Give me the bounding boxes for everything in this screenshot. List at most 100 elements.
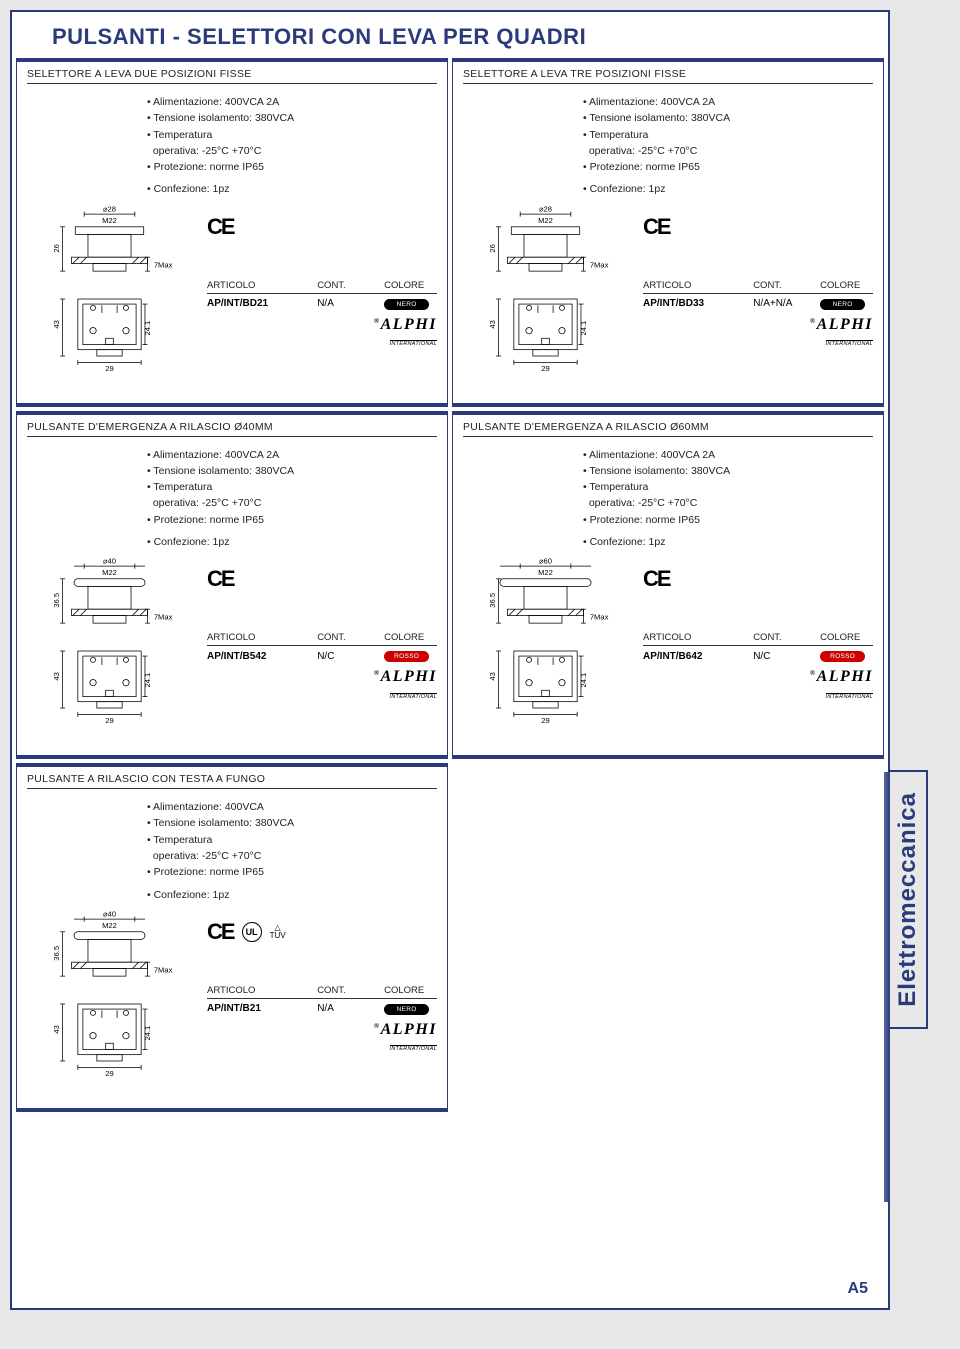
brand-logo: ®ALPHI INTERNATIONAL [374, 1023, 437, 1055]
product-card: PULSANTE A RILASCIO CON TESTA A FUNGO Al… [16, 763, 448, 1112]
svg-text:24.1: 24.1 [579, 673, 588, 688]
svg-text:M22: M22 [102, 216, 117, 225]
cell-articolo: AP/INT/BD33 [643, 298, 739, 309]
card-title: SELETTORE A LEVA DUE POSIZIONI FISSE [27, 68, 437, 84]
svg-text:26: 26 [488, 244, 497, 252]
spec-item: Tensione isolamento: 380VCA [583, 463, 873, 479]
product-grid: SELETTORE A LEVA DUE POSIZIONI FISSE Ali… [12, 58, 888, 1112]
svg-text:⌀28: ⌀28 [103, 204, 116, 213]
svg-text:26: 26 [52, 244, 61, 252]
svg-text:7Max: 7Max [590, 613, 609, 622]
svg-text:7Max: 7Max [590, 260, 609, 269]
cell-cont: N/A [317, 298, 370, 309]
th-cont: CONT. [317, 985, 370, 996]
svg-text:36.5: 36.5 [52, 593, 61, 608]
technical-diagram: ⌀28 M22 26 7Max 43 24.1 29 [463, 204, 628, 394]
svg-text:⌀60: ⌀60 [539, 557, 552, 566]
spec-list: Confezione: 1pz [147, 534, 437, 550]
cert-row: CE UL△TUV [207, 919, 286, 945]
svg-text:29: 29 [105, 716, 113, 725]
th-colore: COLORE [820, 280, 873, 291]
page-number: A5 [848, 1280, 868, 1298]
table-row: AP/INT/B21 N/A NERO [207, 1003, 437, 1015]
th-articolo: ARTICOLO [643, 632, 739, 643]
cell-articolo: AP/INT/B21 [207, 1003, 303, 1014]
th-colore: COLORE [820, 632, 873, 643]
svg-text:36.5: 36.5 [52, 946, 61, 961]
brand-logo: ®ALPHI INTERNATIONAL [810, 318, 873, 350]
ce-mark-icon: CE [643, 214, 670, 240]
product-card: PULSANTE D'EMERGENZA A RILASCIO Ø60MM Al… [452, 411, 884, 760]
spec-item: Alimentazione: 400VCA 2A [147, 447, 437, 463]
ce-mark-icon: CE [643, 566, 670, 592]
cell-colore: ROSSO [820, 650, 873, 662]
th-colore: COLORE [384, 280, 437, 291]
spec-item: Temperatura operativa: -25°C +70°C [147, 127, 437, 160]
brand-logo: ®ALPHI INTERNATIONAL [810, 670, 873, 702]
spec-list: Alimentazione: 400VCA Tensione isolament… [147, 799, 437, 880]
svg-text:⌀40: ⌀40 [103, 909, 116, 918]
th-articolo: ARTICOLO [643, 280, 739, 291]
ce-mark-icon: CE [207, 214, 234, 240]
empty-cell [452, 763, 884, 1112]
diagram-wrap: ⌀60 M22 36.5 7Max 43 24.1 29 [463, 556, 633, 751]
svg-text:29: 29 [105, 364, 113, 373]
spec-list: Confezione: 1pz [583, 181, 873, 197]
technical-diagram: ⌀40 M22 36.5 7Max 43 24.1 29 [27, 556, 192, 746]
card-title: PULSANTE A RILASCIO CON TESTA A FUNGO [27, 773, 437, 789]
svg-text:7Max: 7Max [154, 260, 173, 269]
table-row: AP/INT/B642 N/C ROSSO [643, 650, 873, 662]
spec-list: Alimentazione: 400VCA 2A Tensione isolam… [583, 94, 873, 175]
color-pill: ROSSO [384, 651, 429, 662]
product-card: SELETTORE A LEVA DUE POSIZIONI FISSE Ali… [16, 58, 448, 407]
spec-item: Protezione: norme IP65 [583, 159, 873, 175]
color-pill: ROSSO [820, 651, 865, 662]
cell-articolo: AP/INT/B642 [643, 651, 739, 662]
spec-item: Protezione: norme IP65 [147, 512, 437, 528]
th-cont: CONT. [317, 632, 370, 643]
spec-list: Confezione: 1pz [147, 887, 437, 903]
svg-text:43: 43 [52, 672, 61, 680]
diagram-wrap: ⌀40 M22 36.5 7Max 43 24.1 29 [27, 556, 197, 751]
svg-text:24.1: 24.1 [143, 673, 152, 688]
brand-logo: ®ALPHI INTERNATIONAL [374, 318, 437, 350]
th-colore: COLORE [384, 632, 437, 643]
diagram-wrap: ⌀40 M22 36.5 7Max 43 24.1 29 [27, 909, 197, 1104]
technical-diagram: ⌀60 M22 36.5 7Max 43 24.1 29 [463, 556, 628, 746]
spec-list: Confezione: 1pz [583, 534, 873, 550]
table-header: ARTICOLO CONT. COLORE [207, 985, 437, 999]
spec-list: Alimentazione: 400VCA 2A Tensione isolam… [147, 94, 437, 175]
ce-mark-icon: CE [207, 566, 234, 592]
svg-text:24.1: 24.1 [579, 320, 588, 335]
cell-cont: N/A [317, 1003, 370, 1014]
cell-articolo: AP/INT/B542 [207, 651, 303, 662]
spec-item: Protezione: norme IP65 [147, 159, 437, 175]
th-colore: COLORE [384, 985, 437, 996]
table-row: AP/INT/BD33 N/A+N/A NERO [643, 298, 873, 310]
cert-row: CE [207, 566, 234, 592]
svg-text:43: 43 [488, 320, 497, 328]
svg-text:7Max: 7Max [154, 965, 173, 974]
cert-row: CE [643, 566, 670, 592]
ul-mark-icon: UL [242, 922, 262, 942]
spec-item: Protezione: norme IP65 [583, 512, 873, 528]
color-pill: NERO [820, 299, 865, 310]
spec-item: Alimentazione: 400VCA 2A [147, 94, 437, 110]
technical-diagram: ⌀28 M22 26 7Max 43 24.1 29 [27, 204, 192, 394]
product-card: SELETTORE A LEVA TRE POSIZIONI FISSE Ali… [452, 58, 884, 407]
cell-cont: N/C [317, 651, 370, 662]
th-cont: CONT. [317, 280, 370, 291]
spec-item: Confezione: 1pz [147, 887, 437, 903]
table-header: ARTICOLO CONT. COLORE [207, 632, 437, 646]
card-title: PULSANTE D'EMERGENZA A RILASCIO Ø40MM [27, 421, 437, 437]
card-title: SELETTORE A LEVA TRE POSIZIONI FISSE [463, 68, 873, 84]
svg-text:24.1: 24.1 [143, 320, 152, 335]
svg-text:M22: M22 [102, 921, 117, 930]
page-title: PULSANTI - SELETTORI CON LEVA PER QUADRI [12, 12, 888, 58]
cell-colore: NERO [384, 1003, 437, 1015]
product-card: PULSANTE D'EMERGENZA A RILASCIO Ø40MM Al… [16, 411, 448, 760]
side-category-text: Elettromeccanica [890, 772, 926, 1027]
svg-text:M22: M22 [538, 568, 553, 577]
table-header: ARTICOLO CONT. COLORE [207, 280, 437, 294]
spec-item: Tensione isolamento: 380VCA [147, 110, 437, 126]
